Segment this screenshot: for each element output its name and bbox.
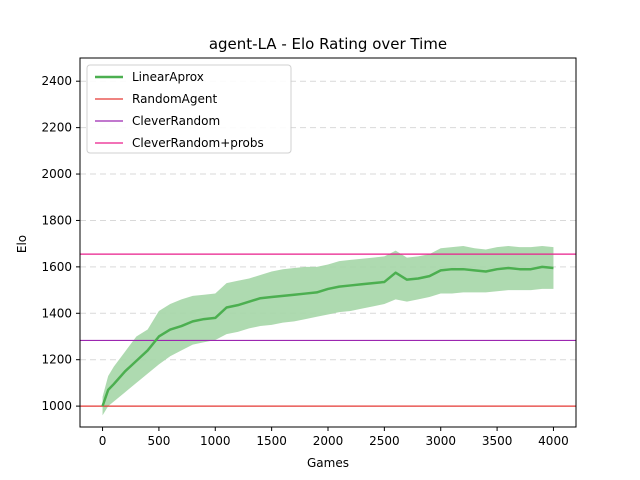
x-tick-label-3000: 3000 — [425, 434, 456, 448]
x-tick-label-2500: 2500 — [369, 434, 400, 448]
x-axis-label: Games — [307, 456, 349, 470]
series-lines-group — [101, 265, 554, 407]
y-tick-label-2400: 2400 — [41, 74, 72, 88]
x-tick-label-500: 500 — [147, 434, 170, 448]
x-tick-label-1500: 1500 — [256, 434, 287, 448]
x-tick-label-3500: 3500 — [482, 434, 513, 448]
legend-label-3: CleverRandom+probs — [132, 136, 264, 150]
confidence-band — [102, 245, 554, 416]
legend-label-0: LinearAprox — [132, 70, 204, 84]
y-tick-label-1200: 1200 — [41, 353, 72, 367]
x-axis-ticks: 0 500 1000 1500 2000 2500 3000 3500 4000 — [99, 427, 569, 448]
y-tick-label-1800: 1800 — [41, 213, 72, 227]
y-tick-label-1000: 1000 — [41, 399, 72, 413]
chart-title: agent-LA - Elo Rating over Time — [209, 35, 447, 53]
x-tick-label-4000: 4000 — [538, 434, 569, 448]
x-tick-label-1000: 1000 — [200, 434, 231, 448]
y-tick-label-2000: 2000 — [41, 167, 72, 181]
legend-label-1: RandomAgent — [132, 92, 217, 106]
y-tick-label-2200: 2200 — [41, 121, 72, 135]
reference-lines-group — [80, 253, 576, 407]
series-line-0 — [101, 265, 554, 407]
y-tick-label-1400: 1400 — [41, 306, 72, 320]
y-tick-label-1600: 1600 — [41, 260, 72, 274]
legend-label-2: CleverRandom — [132, 114, 220, 128]
x-tick-label-0: 0 — [99, 434, 107, 448]
confidence-band-group — [102, 245, 554, 416]
y-axis-label: Elo — [15, 235, 29, 253]
legend-box — [86, 64, 292, 154]
x-tick-label-2000: 2000 — [313, 434, 344, 448]
y-axis-ticks: 1000 1200 1400 1600 1800 2000 2200 2400 — [41, 74, 80, 413]
legend: LinearAprox RandomAgent CleverRandom Clever… — [86, 64, 292, 154]
